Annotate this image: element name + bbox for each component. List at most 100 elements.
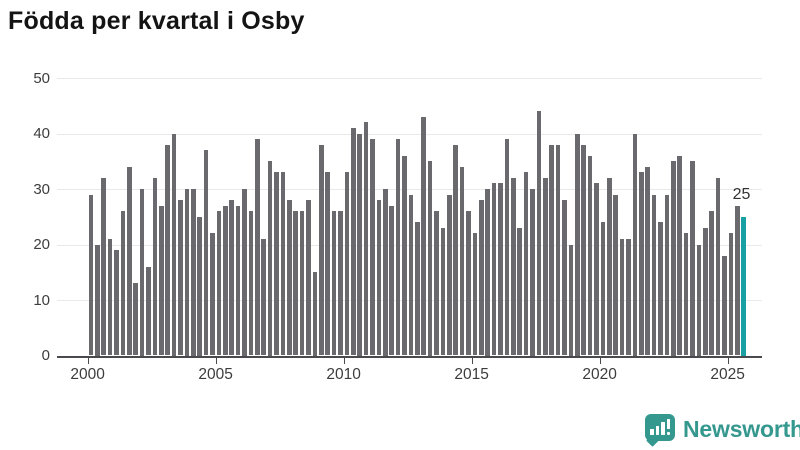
bar <box>376 200 382 356</box>
bar <box>651 194 657 356</box>
x-tick <box>215 358 218 364</box>
gridline <box>57 189 762 190</box>
bar <box>549 144 554 356</box>
bar <box>421 116 426 356</box>
bar <box>459 166 465 356</box>
bar <box>587 155 593 356</box>
bar <box>722 255 727 356</box>
bar <box>581 144 586 356</box>
bar <box>683 233 689 356</box>
bar <box>491 183 497 356</box>
bar <box>139 189 145 356</box>
chart-title: Födda per kvartal i Osby <box>8 7 305 35</box>
bar <box>299 211 305 356</box>
bar <box>606 177 612 356</box>
bar <box>408 194 414 356</box>
bar <box>510 177 516 356</box>
bar <box>562 200 567 356</box>
bar <box>709 211 714 356</box>
bar <box>94 244 100 356</box>
bar <box>344 172 350 356</box>
bar <box>734 205 740 356</box>
bar <box>357 133 362 356</box>
bar <box>107 238 113 356</box>
y-tick-label: 0 <box>41 347 50 364</box>
bar <box>395 139 401 356</box>
bar <box>613 194 618 356</box>
bar <box>261 238 266 356</box>
bar <box>555 144 561 356</box>
x-tick <box>471 358 474 364</box>
bar <box>210 233 215 356</box>
bar <box>235 205 241 356</box>
bar <box>370 139 375 356</box>
bar <box>658 222 663 356</box>
bar <box>427 161 433 356</box>
x-axis-line <box>57 355 762 358</box>
bar <box>626 238 631 356</box>
gridline <box>57 78 762 79</box>
bar <box>440 227 446 356</box>
bar <box>133 283 138 356</box>
bar <box>536 111 542 356</box>
bar <box>472 233 478 356</box>
bar <box>318 144 324 356</box>
bar <box>146 266 151 356</box>
bar <box>306 200 311 356</box>
bar <box>120 211 126 356</box>
bar <box>171 133 177 356</box>
bar <box>248 211 254 356</box>
bar <box>414 222 420 356</box>
x-tick-label: 2015 <box>454 366 489 383</box>
bar <box>350 127 356 356</box>
bar <box>101 177 106 356</box>
bar <box>677 155 682 356</box>
bar <box>574 133 580 356</box>
bar <box>229 200 234 356</box>
bar <box>338 211 343 356</box>
bar <box>530 189 535 356</box>
x-tick <box>599 358 602 364</box>
bar <box>542 177 548 356</box>
x-tick <box>343 358 346 364</box>
bar <box>254 139 260 356</box>
bar <box>158 205 164 356</box>
bar <box>594 183 599 356</box>
x-tick-label: 2020 <box>582 366 617 383</box>
bar <box>152 177 158 356</box>
bar <box>216 211 222 356</box>
bar <box>331 211 337 356</box>
y-tick-label: 10 <box>33 291 50 309</box>
bar <box>664 194 670 356</box>
bar <box>645 166 650 356</box>
bar <box>178 200 183 356</box>
highlighted-bar <box>741 216 746 356</box>
y-tick-label: 50 <box>33 69 50 87</box>
gridline <box>57 133 762 135</box>
bar <box>600 222 606 356</box>
bar <box>728 233 734 356</box>
bar <box>312 272 318 356</box>
bar <box>478 200 484 356</box>
x-tick <box>727 358 730 364</box>
bar <box>190 189 196 356</box>
bar <box>286 200 292 356</box>
bar <box>184 189 190 356</box>
newsworthy-chart-bubble-icon <box>645 414 675 447</box>
x-tick-label: 2005 <box>198 366 233 383</box>
bar <box>382 189 388 356</box>
x-tick <box>87 358 90 364</box>
bar <box>126 166 132 356</box>
bar <box>293 211 298 356</box>
bar <box>670 161 676 356</box>
last-value-annotation: 25 <box>732 186 751 203</box>
bar <box>242 189 247 356</box>
bar <box>715 177 721 356</box>
bar <box>453 144 458 356</box>
y-tick-label: 30 <box>33 180 50 198</box>
bar-chart-exclamation-glyph <box>650 419 670 435</box>
bar <box>446 194 452 356</box>
y-tick-label: 40 <box>33 125 50 142</box>
bar <box>619 238 625 356</box>
